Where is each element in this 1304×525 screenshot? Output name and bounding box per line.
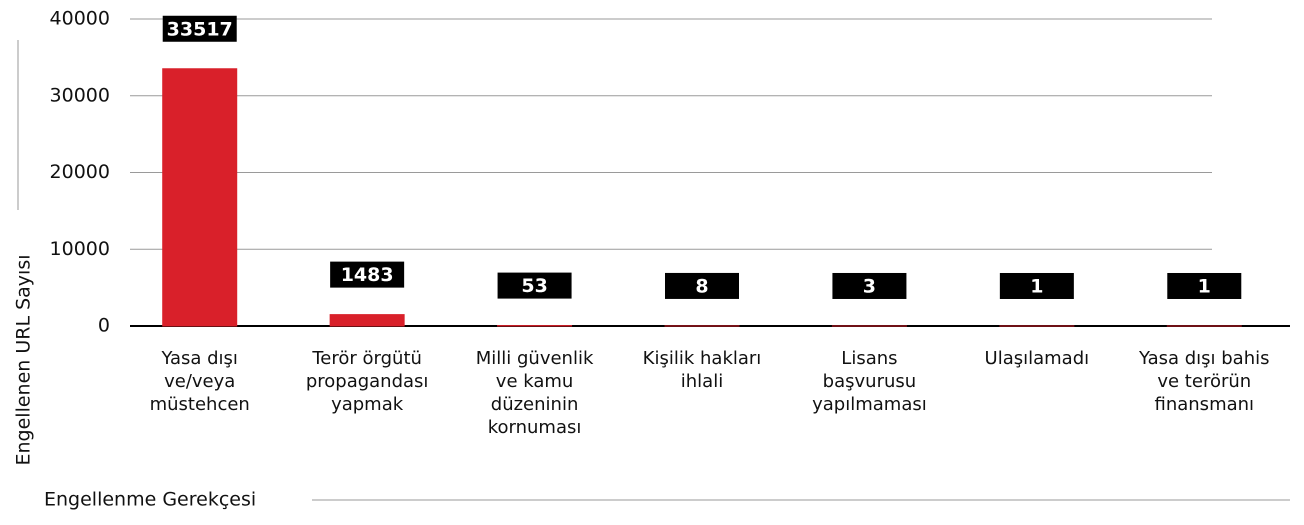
bar: [329, 314, 405, 327]
y-tick-label: 30000: [50, 84, 110, 106]
x-tick-label: Lisans başvurusu yapılmaması: [812, 348, 927, 415]
x-tick-label: Ulaşılamadı: [984, 348, 1090, 369]
value-label: 1483: [341, 264, 394, 286]
x-tick-label: Kişilik hakları ihlali: [642, 348, 762, 392]
value-label: 1: [1198, 275, 1211, 297]
x-tick-label: Milli güvenlik ve kamu düzeninin kornuma…: [475, 348, 594, 438]
x-tick-label: Yasa dışı bahis ve terörün finansmanı: [1139, 348, 1270, 415]
y-tick-label: 40000: [50, 8, 110, 30]
bar: [162, 68, 238, 327]
x-tick-label: Yasa dışı ve/veya müstehcen: [149, 348, 250, 415]
y-tick-label: 10000: [50, 238, 110, 260]
value-label: 1: [1030, 275, 1043, 297]
value-label: 8: [695, 275, 708, 297]
value-label-bg: [330, 261, 405, 288]
value-label-bg: [497, 272, 572, 299]
value-label-bg: [1167, 272, 1242, 299]
y-tick-label: 20000: [50, 161, 110, 183]
value-label: 33517: [167, 18, 233, 40]
y-tick-label: 0: [98, 315, 110, 337]
value-label-bg: [832, 272, 907, 299]
x-tick-label: Terör örgütü propagandası yapmak: [305, 348, 429, 415]
value-label: 53: [521, 275, 547, 297]
value-label-bg: [665, 272, 739, 299]
y-axis-label: Engellenen URL Sayısı: [13, 255, 35, 466]
x-axis-label: Engellenme Gerekçesi: [44, 489, 256, 511]
value-label-bg: [999, 272, 1074, 299]
value-label-bg: [162, 15, 237, 42]
value-label: 3: [863, 275, 876, 297]
